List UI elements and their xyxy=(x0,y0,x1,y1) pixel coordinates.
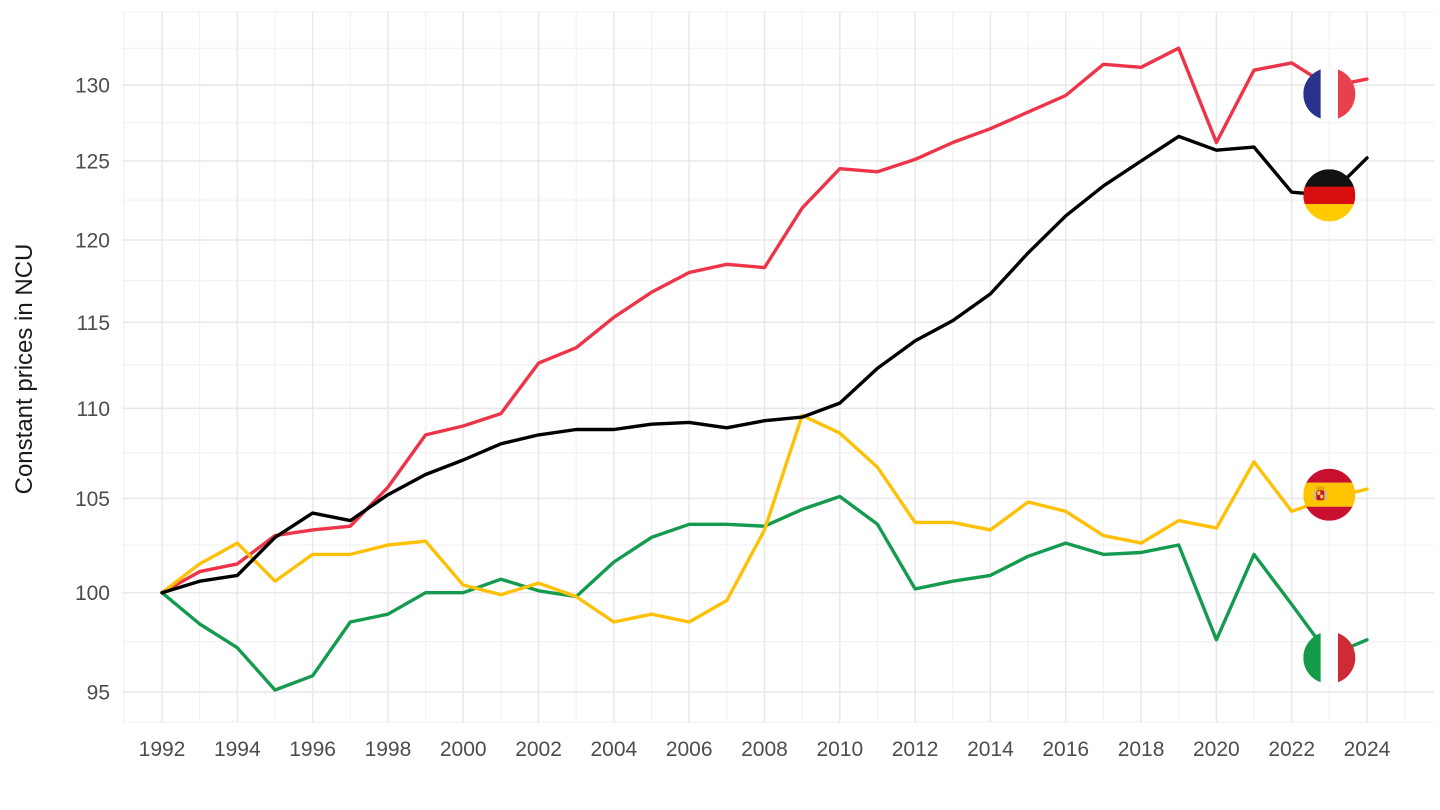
grid-layer xyxy=(122,11,1434,723)
y-tick-label: 130 xyxy=(75,75,110,98)
y-axis-title: Constant prices in NCU xyxy=(11,244,38,495)
spain-emblem-pillar xyxy=(1313,490,1316,500)
x-tick-label: 2000 xyxy=(440,738,487,761)
y-tick-label: 110 xyxy=(77,398,110,421)
flag-stripe xyxy=(1303,468,1356,483)
axis-layer: 95 100 105 110 115 120 125 130 1992 1994 1996 1998 2… xyxy=(75,75,1391,761)
flag-stripe xyxy=(1303,506,1356,521)
flag-stripe xyxy=(1303,186,1356,205)
x-tick-label: 2014 xyxy=(967,738,1014,761)
flag-layer xyxy=(1303,68,1356,684)
y-tick-label: 100 xyxy=(75,582,110,605)
x-tick-label: 2004 xyxy=(591,738,638,761)
x-tick-label: 1992 xyxy=(139,738,186,761)
flag-stripe xyxy=(1320,68,1339,120)
flag-stripe xyxy=(1303,203,1356,222)
x-tick-label: 2002 xyxy=(515,738,562,761)
x-tick-label: 2008 xyxy=(741,738,788,761)
x-tick-label: 2022 xyxy=(1268,738,1315,761)
x-tick-label: 2006 xyxy=(666,738,713,761)
x-tick-label: 1998 xyxy=(365,738,412,761)
flag-stripe xyxy=(1303,631,1322,684)
flag-germany-icon xyxy=(1303,169,1356,222)
flag-spain-stripes xyxy=(1303,468,1356,521)
y-tick-label: 125 xyxy=(75,150,110,173)
spain-emblem-crown xyxy=(1316,486,1325,490)
x-tick-label: 2018 xyxy=(1118,738,1165,761)
y-tick-label: 95 xyxy=(87,682,110,705)
flag-stripe xyxy=(1303,68,1322,120)
x-tick-label: 2016 xyxy=(1042,738,1089,761)
flag-italy-stripes xyxy=(1303,631,1356,684)
x-tick-label: 1996 xyxy=(289,738,336,761)
x-tick-label: 1994 xyxy=(214,738,261,761)
x-tick-label: 2012 xyxy=(892,738,939,761)
spain-emblem-quarter xyxy=(1320,494,1324,499)
flag-stripe xyxy=(1303,482,1356,507)
flag-france-stripes xyxy=(1303,68,1356,120)
y-tick-label: 105 xyxy=(75,488,110,511)
flag-stripe xyxy=(1337,631,1356,684)
y-tick-label: 120 xyxy=(75,229,110,252)
y-tick-label: 115 xyxy=(77,312,110,335)
series-line-spain xyxy=(160,413,1369,624)
flag-spain-icon xyxy=(1303,468,1356,521)
series-line-germany xyxy=(160,134,1369,595)
series-layer xyxy=(160,46,1369,692)
spain-emblem-quarter xyxy=(1317,491,1321,495)
x-tick-label: 2020 xyxy=(1193,738,1240,761)
flag-stripe xyxy=(1320,631,1339,684)
x-tick-label: 2010 xyxy=(816,738,863,761)
flag-france-icon xyxy=(1303,68,1356,120)
x-tick-label: 2024 xyxy=(1344,738,1391,761)
flag-stripe xyxy=(1303,169,1356,188)
flag-germany-stripes xyxy=(1303,169,1356,222)
flag-italy-icon xyxy=(1303,631,1356,684)
flag-stripe xyxy=(1337,68,1356,120)
spain-emblem-pillar xyxy=(1324,490,1327,500)
